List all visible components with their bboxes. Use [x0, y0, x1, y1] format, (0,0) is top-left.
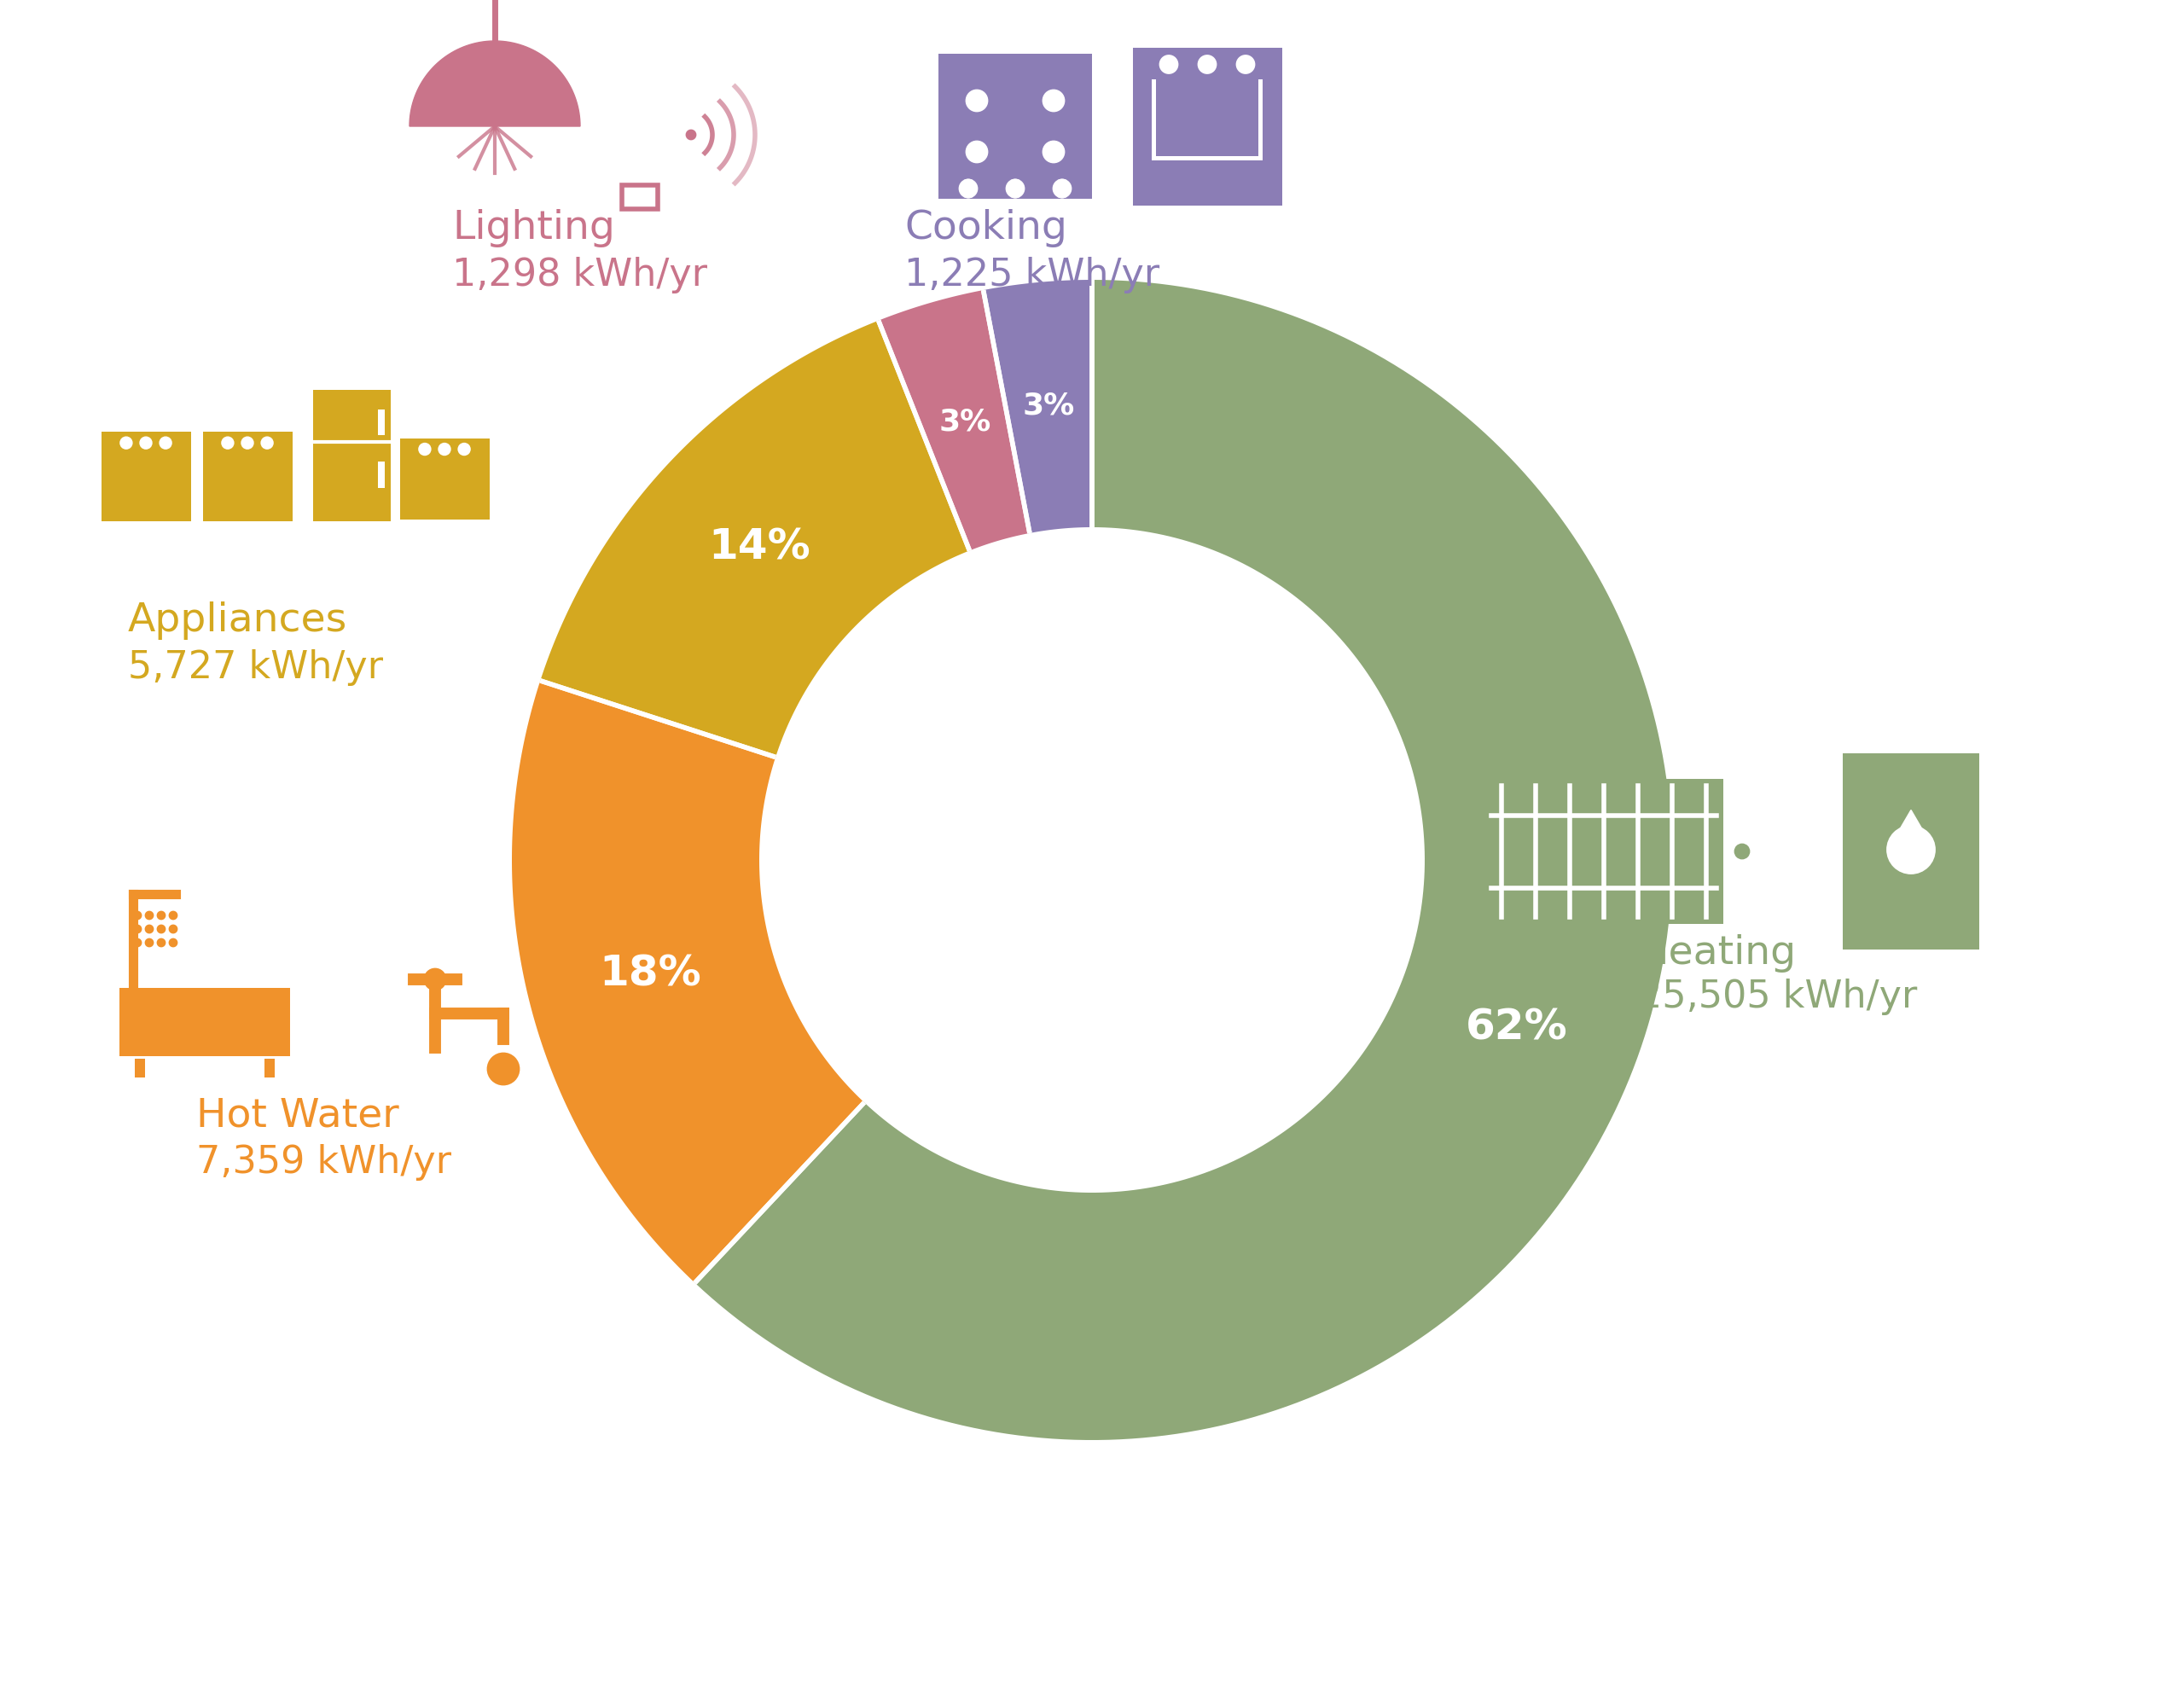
- Text: Cooking: Cooking: [904, 209, 1068, 248]
- Circle shape: [1160, 56, 1177, 73]
- Bar: [264, 1058, 275, 1079]
- Circle shape: [146, 940, 153, 946]
- Bar: [100, 431, 190, 521]
- Circle shape: [1044, 90, 1064, 110]
- Circle shape: [159, 438, 170, 448]
- Circle shape: [242, 438, 253, 448]
- Polygon shape: [878, 290, 1029, 551]
- Bar: [203, 431, 293, 521]
- Circle shape: [1236, 56, 1254, 73]
- Bar: [120, 987, 290, 1057]
- Circle shape: [435, 471, 454, 494]
- Text: 5,727 kWh/yr: 5,727 kWh/yr: [129, 650, 382, 687]
- Bar: [1133, 49, 1282, 80]
- Circle shape: [968, 90, 987, 110]
- Bar: [939, 54, 1092, 198]
- Bar: [1151, 66, 1262, 161]
- Circle shape: [157, 912, 164, 919]
- Circle shape: [146, 912, 153, 919]
- Circle shape: [686, 131, 695, 139]
- Circle shape: [140, 438, 151, 448]
- Polygon shape: [539, 321, 970, 756]
- Circle shape: [1199, 56, 1216, 73]
- Circle shape: [170, 926, 177, 933]
- Bar: [378, 409, 384, 436]
- Text: 62%: 62%: [1465, 1007, 1568, 1048]
- Text: 1,298 kWh/yr: 1,298 kWh/yr: [452, 258, 708, 293]
- Circle shape: [133, 940, 140, 946]
- Circle shape: [1053, 180, 1070, 197]
- Text: Lighting: Lighting: [452, 209, 616, 248]
- Bar: [1843, 753, 1979, 950]
- Bar: [1133, 47, 1282, 205]
- Bar: [135, 1058, 144, 1079]
- Text: 25,505 kWh/yr: 25,505 kWh/yr: [1638, 979, 1918, 1014]
- Text: 3%: 3%: [1022, 392, 1075, 421]
- Bar: [1155, 71, 1258, 156]
- Circle shape: [760, 529, 1424, 1191]
- Circle shape: [157, 926, 164, 933]
- Text: Heating: Heating: [1638, 934, 1795, 974]
- Circle shape: [1053, 180, 1070, 197]
- Circle shape: [223, 438, 234, 448]
- Polygon shape: [983, 280, 1092, 533]
- Circle shape: [1007, 180, 1024, 197]
- Circle shape: [426, 968, 446, 990]
- Bar: [622, 185, 657, 209]
- Text: Hot Water: Hot Water: [197, 1097, 400, 1135]
- Polygon shape: [511, 680, 865, 1282]
- Polygon shape: [1894, 811, 1928, 838]
- Text: 3%: 3%: [939, 407, 992, 436]
- Bar: [946, 180, 1083, 197]
- Circle shape: [437, 475, 452, 490]
- Circle shape: [157, 940, 164, 946]
- Text: Appliances: Appliances: [129, 602, 347, 641]
- Polygon shape: [695, 280, 1673, 1440]
- Circle shape: [133, 912, 140, 919]
- Circle shape: [170, 940, 177, 946]
- Circle shape: [135, 470, 157, 492]
- Circle shape: [1736, 845, 1749, 858]
- Circle shape: [170, 912, 177, 919]
- Circle shape: [968, 142, 987, 163]
- Circle shape: [459, 444, 470, 455]
- Text: 18%: 18%: [598, 953, 701, 994]
- Circle shape: [1887, 826, 1935, 873]
- Bar: [1485, 778, 1723, 924]
- Bar: [1133, 181, 1282, 204]
- Text: 14%: 14%: [708, 527, 810, 568]
- Circle shape: [1044, 142, 1064, 163]
- Bar: [400, 439, 489, 519]
- Circle shape: [146, 926, 153, 933]
- Bar: [378, 461, 384, 488]
- Polygon shape: [411, 41, 581, 126]
- Circle shape: [262, 438, 273, 448]
- Text: 7,359 kWh/yr: 7,359 kWh/yr: [197, 1145, 452, 1180]
- Circle shape: [439, 444, 450, 455]
- Text: 1,225 kWh/yr: 1,225 kWh/yr: [904, 258, 1160, 293]
- Circle shape: [959, 180, 976, 197]
- Circle shape: [487, 1053, 520, 1084]
- Circle shape: [120, 438, 131, 448]
- Bar: [312, 390, 391, 521]
- Circle shape: [236, 470, 258, 492]
- Circle shape: [419, 444, 430, 455]
- Circle shape: [133, 926, 140, 933]
- Circle shape: [959, 180, 976, 197]
- Circle shape: [1007, 180, 1024, 197]
